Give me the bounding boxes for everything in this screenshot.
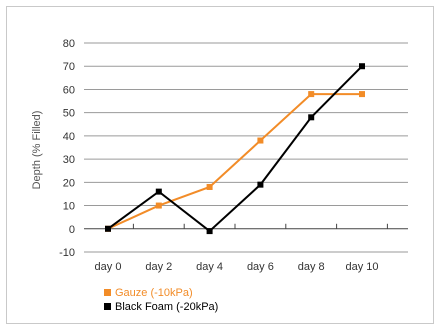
y-tick-label: 20 [63,177,75,189]
y-tick-label: 80 [63,38,75,50]
data-point [359,91,365,98]
x-tick-label: day 6 [247,261,274,273]
data-point [308,91,315,98]
legend: Gauze (-10kPa) Black Foam (-20kPa) [104,287,218,313]
legend-label: Gauze (-10kPa) [115,287,193,299]
x-tick-label: day 2 [145,261,172,273]
x-tick-labels: day 0 day 2 day 4 day 6 day 8 day 10 [95,261,379,273]
data-point [206,183,213,190]
legend-label: Black Foam (-20kPa) [115,301,218,313]
legend-swatch [104,289,111,296]
gridlines [84,42,408,253]
legend-swatch [104,303,111,310]
series-line [107,93,362,230]
y-tick-label: 0 [69,224,75,236]
y-tick-label: 50 [63,108,75,120]
y-axis-label: Depth (% Filled) [31,111,43,190]
chart-frame [6,6,434,324]
data-point [105,225,111,232]
y-tick-label: 30 [63,154,75,166]
series-2 [105,63,365,235]
y-tick-label: 40 [63,131,75,143]
series-line [107,65,363,233]
data-point [155,188,162,195]
x-tick-label: day 8 [298,261,325,273]
data-point [359,63,365,70]
data-point [257,137,264,144]
y-tick-label: 70 [63,61,75,73]
y-tick-label: 60 [63,84,75,96]
data-point [206,228,213,235]
series-layer [105,63,365,235]
x-axis [84,223,408,230]
x-tick-label: day 0 [95,261,122,273]
data-point [257,181,264,188]
data-point [308,114,315,121]
x-tick-label: day 10 [345,261,378,273]
y-tick-labels: 80 70 60 50 40 30 20 10 0 -10 [59,38,75,259]
x-tick-label: day 4 [196,261,223,273]
y-tick-label: -10 [59,247,75,259]
y-tick-label: 10 [63,201,75,213]
data-point [155,202,162,209]
